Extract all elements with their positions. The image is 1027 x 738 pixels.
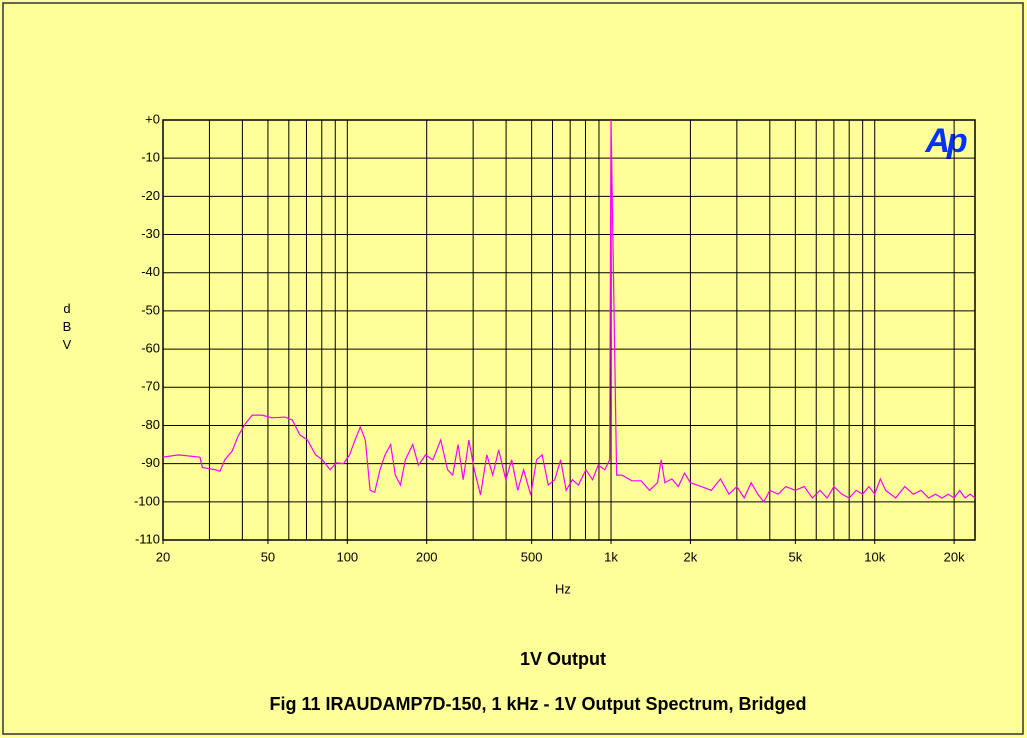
x-tick-label: 100 [336,549,358,564]
y-tick-label: -20 [141,188,160,203]
line-series [162,119,976,503]
y-tick-label: -30 [141,226,160,241]
x-tick-label: 200 [416,549,438,564]
y-tick-label: -70 [141,379,160,394]
x-tick-label: 50 [261,549,275,564]
y-tick-label: +0 [145,111,160,126]
logo: Ap [924,122,967,160]
chart-title: Fig 11 IRAUDAMP7D-150, 1 kHz - 1V Output… [269,694,806,714]
y-tick-label: -10 [141,150,160,165]
x-tick-label: 10k [864,549,885,564]
y-tick-label: -50 [141,302,160,317]
x-tick-label: 500 [521,549,543,564]
legend-label: 1V Output [520,649,606,669]
y-tick-label: -100 [134,493,160,508]
x-tick-label: 2k [684,549,698,564]
x-axis-label: Hz [555,581,571,596]
x-tick-label: 5k [788,549,802,564]
y-tick-label: -90 [141,455,160,470]
y-tick-label: -80 [141,417,160,432]
x-tick-label: 20k [944,549,965,564]
y-tick-label: -60 [141,341,160,356]
x-tick-label: 20 [156,549,170,564]
y-tick-label: -110 [135,531,160,546]
x-tick-label: 1k [604,549,618,564]
y-tick-label: -40 [141,264,160,279]
